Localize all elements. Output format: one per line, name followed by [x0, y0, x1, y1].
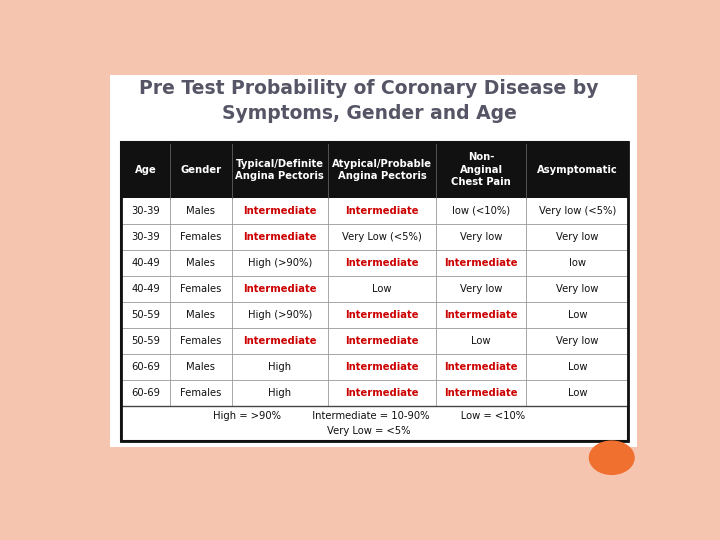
- Text: High: High: [268, 388, 292, 398]
- Text: Intermediate: Intermediate: [345, 310, 418, 320]
- FancyBboxPatch shape: [121, 276, 629, 302]
- Text: Very low: Very low: [460, 232, 503, 242]
- FancyBboxPatch shape: [121, 198, 629, 224]
- FancyBboxPatch shape: [121, 302, 629, 328]
- Text: Asymptomatic: Asymptomatic: [537, 165, 618, 175]
- Text: Very low: Very low: [557, 336, 598, 346]
- FancyBboxPatch shape: [121, 250, 629, 276]
- Text: Intermediate: Intermediate: [345, 336, 418, 346]
- Text: Low: Low: [472, 336, 491, 346]
- Text: 60-69: 60-69: [131, 362, 160, 372]
- Text: Intermediate: Intermediate: [345, 206, 418, 216]
- Text: Males: Males: [186, 206, 215, 216]
- Text: Pre Test Probability of Coronary Disease by: Pre Test Probability of Coronary Disease…: [139, 79, 599, 98]
- Text: Males: Males: [186, 362, 215, 372]
- Text: Low: Low: [567, 388, 587, 398]
- Text: Intermediate: Intermediate: [345, 258, 418, 268]
- Text: Typical/Definite
Angina Pectoris: Typical/Definite Angina Pectoris: [235, 159, 324, 181]
- Text: High: High: [268, 362, 292, 372]
- Text: Very Low (<5%): Very Low (<5%): [342, 232, 422, 242]
- Text: 40-49: 40-49: [131, 258, 160, 268]
- Text: Very low: Very low: [460, 284, 503, 294]
- Text: Non-
Anginal
Chest Pain: Non- Anginal Chest Pain: [451, 152, 511, 187]
- Text: 50-59: 50-59: [131, 310, 160, 320]
- Text: High (>90%): High (>90%): [248, 310, 312, 320]
- Text: Very low: Very low: [557, 232, 598, 242]
- Text: Females: Females: [180, 388, 222, 398]
- Text: Intermediate: Intermediate: [444, 310, 518, 320]
- Text: 50-59: 50-59: [131, 336, 160, 346]
- Text: Very low: Very low: [557, 284, 598, 294]
- Text: Males: Males: [186, 258, 215, 268]
- Text: Intermediate: Intermediate: [243, 284, 317, 294]
- Text: Females: Females: [180, 232, 222, 242]
- Text: Intermediate: Intermediate: [243, 336, 317, 346]
- Text: low: low: [569, 258, 586, 268]
- Text: Males: Males: [186, 310, 215, 320]
- Text: Intermediate: Intermediate: [345, 362, 418, 372]
- FancyBboxPatch shape: [121, 380, 629, 406]
- Text: High = >90%          Intermediate = 10-90%          Low = <10%: High = >90% Intermediate = 10-90% Low = …: [213, 411, 525, 421]
- Text: Atypical/Probable
Angina Pectoris: Atypical/Probable Angina Pectoris: [332, 159, 432, 181]
- Text: Age: Age: [135, 165, 156, 175]
- Text: Intermediate: Intermediate: [243, 232, 317, 242]
- Text: High (>90%): High (>90%): [248, 258, 312, 268]
- Text: Gender: Gender: [181, 165, 222, 175]
- Text: Intermediate: Intermediate: [444, 388, 518, 398]
- Text: Very low (<5%): Very low (<5%): [539, 206, 616, 216]
- FancyBboxPatch shape: [121, 141, 629, 441]
- Text: Intermediate: Intermediate: [444, 258, 518, 268]
- Text: Intermediate: Intermediate: [444, 362, 518, 372]
- Text: 30-39: 30-39: [131, 232, 160, 242]
- Text: Symptoms, Gender and Age: Symptoms, Gender and Age: [222, 104, 516, 123]
- FancyBboxPatch shape: [121, 328, 629, 354]
- FancyBboxPatch shape: [109, 75, 637, 447]
- Text: low (<10%): low (<10%): [452, 206, 510, 216]
- Text: 60-69: 60-69: [131, 388, 160, 398]
- Text: Intermediate: Intermediate: [345, 388, 418, 398]
- Text: Females: Females: [180, 284, 222, 294]
- Text: Low: Low: [567, 310, 587, 320]
- Text: Low: Low: [567, 362, 587, 372]
- Text: Low: Low: [372, 284, 392, 294]
- Text: 40-49: 40-49: [131, 284, 160, 294]
- FancyBboxPatch shape: [121, 224, 629, 250]
- Circle shape: [590, 441, 634, 474]
- FancyBboxPatch shape: [121, 354, 629, 380]
- FancyBboxPatch shape: [121, 141, 629, 198]
- Text: Intermediate: Intermediate: [243, 206, 317, 216]
- Text: Very Low = <5%: Very Low = <5%: [328, 426, 410, 436]
- Text: 30-39: 30-39: [131, 206, 160, 216]
- Text: Females: Females: [180, 336, 222, 346]
